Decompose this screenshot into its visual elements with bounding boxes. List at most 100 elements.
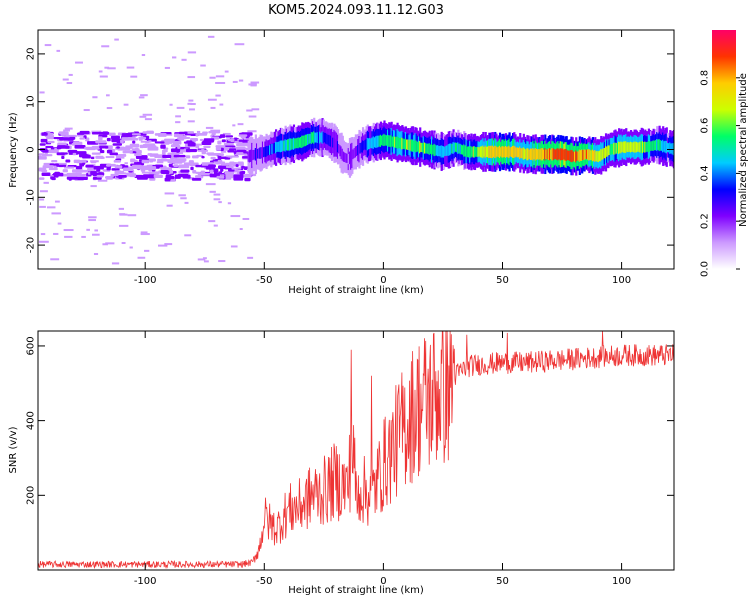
spectrogram-band-cell [98,136,103,141]
spectrogram-speckle [164,66,170,69]
spectrogram-speckle [39,198,45,201]
spectrogram-ridge-cell [332,137,335,148]
spectrogram-band-cell [165,178,171,181]
snr-xtick-label: 100 [612,576,631,587]
spectrogram-speckle [88,216,97,219]
spectrogram-band-cell [96,174,104,178]
spectrogram-ridge-cell [641,141,645,153]
spectrogram-band-cell [134,161,145,166]
spectrogram-band-cell [142,131,155,134]
spectrogram-band-cell [50,137,54,140]
spectrogram-ridge-cell [609,144,612,155]
spectrogram-speckle [90,185,97,188]
spectrogram-speckle [187,102,192,105]
spectrogram-ridge-cell [637,142,640,152]
spectrogram-ridge-cell [446,145,449,156]
spectrogram-band-cell [134,153,142,156]
spectrogram-ridge-cell [309,133,312,144]
spectrogram-ridge-cell [533,149,536,160]
spectrogram-band-cell [170,148,181,153]
spectrogram-band-cell [228,148,237,151]
spectrogram-speckle [54,200,60,203]
spectrogram-ridge-cell [429,144,433,154]
spectrogram-band-cell [65,134,77,138]
spectrogram-ridge-cell [579,150,583,161]
spectrogram-band-cell [188,160,194,164]
spectrogram-ridge-cell [542,149,546,159]
spectrogram-ridge-cell [410,139,413,152]
spectrogram-ridge-cell [310,132,313,145]
spectrogram-ridge-cell [319,131,322,144]
spectrogram-ridge-cell [364,139,367,150]
spectrogram-ridge-cell [422,142,425,154]
spectrogram-band-cell [40,148,48,152]
spectrogram-band-cell [106,164,111,167]
spectrogram-ridge-cell [300,137,303,148]
spectrogram-ridge-cell [435,145,438,156]
spectrogram-ridge-cell [477,147,480,157]
spectrogram-ridge-cell [473,146,477,158]
spectrogram-band-cell [123,167,134,172]
spectrogram-ridge-cell [645,142,648,153]
spectrogram-ridge-cell [464,145,467,157]
spectrogram-speckle [247,130,257,133]
spectrogram-band-cell [106,137,111,142]
spectrogram-ridge-cell [466,146,469,158]
spectrogram-speckle [188,99,194,102]
spectrogram-ridge-cell [576,151,579,161]
spectrogram-band-cell [45,145,54,149]
spectrogram-band-cell [217,140,222,145]
spectrogram-ridge-cell [340,146,343,159]
spectrogram-band-cell [212,159,218,162]
spectrogram-speckle [83,109,90,112]
spectrogram-ridge-cell [512,145,515,158]
spectrogram-ridge-cell [627,142,630,153]
spectrogram-speckle [106,94,110,97]
spectrogram-ridge-cell [346,153,349,164]
spectrogram-ridge-cell [347,153,350,165]
spectrogram-ridge-cell [445,145,448,157]
spectrogram-ridge-cell [510,146,514,158]
spectrogram-ridge-cell [564,148,567,161]
spectrogram-ridge-cell [485,146,489,158]
spectrogram-ridge-cell [600,149,603,162]
spectrogram-band-cell [38,156,47,160]
spectrogram-xtick-label: 100 [612,275,631,286]
spectrogram-ridge-cell [269,145,272,155]
spectrogram-ridge-cell [578,149,581,162]
spectrogram-band-cell [56,172,64,177]
spectrogram-ridge-cell [559,148,562,161]
spectrogram-ridge-cell [391,136,394,147]
spectrogram-ridge-cell [537,149,540,160]
spectrogram-band-cell [142,174,155,179]
spectrogram-speckle [123,103,129,106]
spectrogram-ridge-cell [603,147,606,159]
spectrogram-ridge-cell [301,135,304,149]
spectrogram-ridge-cell [610,143,614,155]
spectrogram-band-cell [69,136,76,140]
spectrogram-ridge-cell [535,148,539,160]
spectrogram-band-cell [153,174,163,179]
spectrogram-ridge-cell [608,145,611,156]
spectrogram-speckle [200,64,206,67]
spectrogram-ridge-cell [593,150,596,161]
spectrogram-ridge-cell [568,150,571,161]
spectrogram-ridge-cell [560,148,564,161]
spectrogram-ridge-cell [420,142,423,153]
spectrogram-band-cell [134,147,139,152]
spectrogram-ridge-cell [463,144,466,157]
spectrogram-ridge-cell [276,142,279,152]
spectrogram-ridge-cell [558,149,561,160]
spectrogram-band-cell [109,132,116,137]
spectrogram-ridge-cell [344,152,347,163]
spectrogram-band-cell [111,168,120,171]
spectrogram-ridge-cell [361,140,365,153]
snr-ytick-label: 400 [26,411,37,430]
spectrogram-speckle [121,242,126,245]
spectrogram-speckle [203,260,209,263]
spectrogram-ridge-cell [591,149,595,162]
spectrogram-band-cell [120,139,124,144]
spectrogram-ridge-cell [252,149,255,161]
spectrogram-speckle [213,198,221,201]
spectrogram-band-cell [90,157,95,160]
